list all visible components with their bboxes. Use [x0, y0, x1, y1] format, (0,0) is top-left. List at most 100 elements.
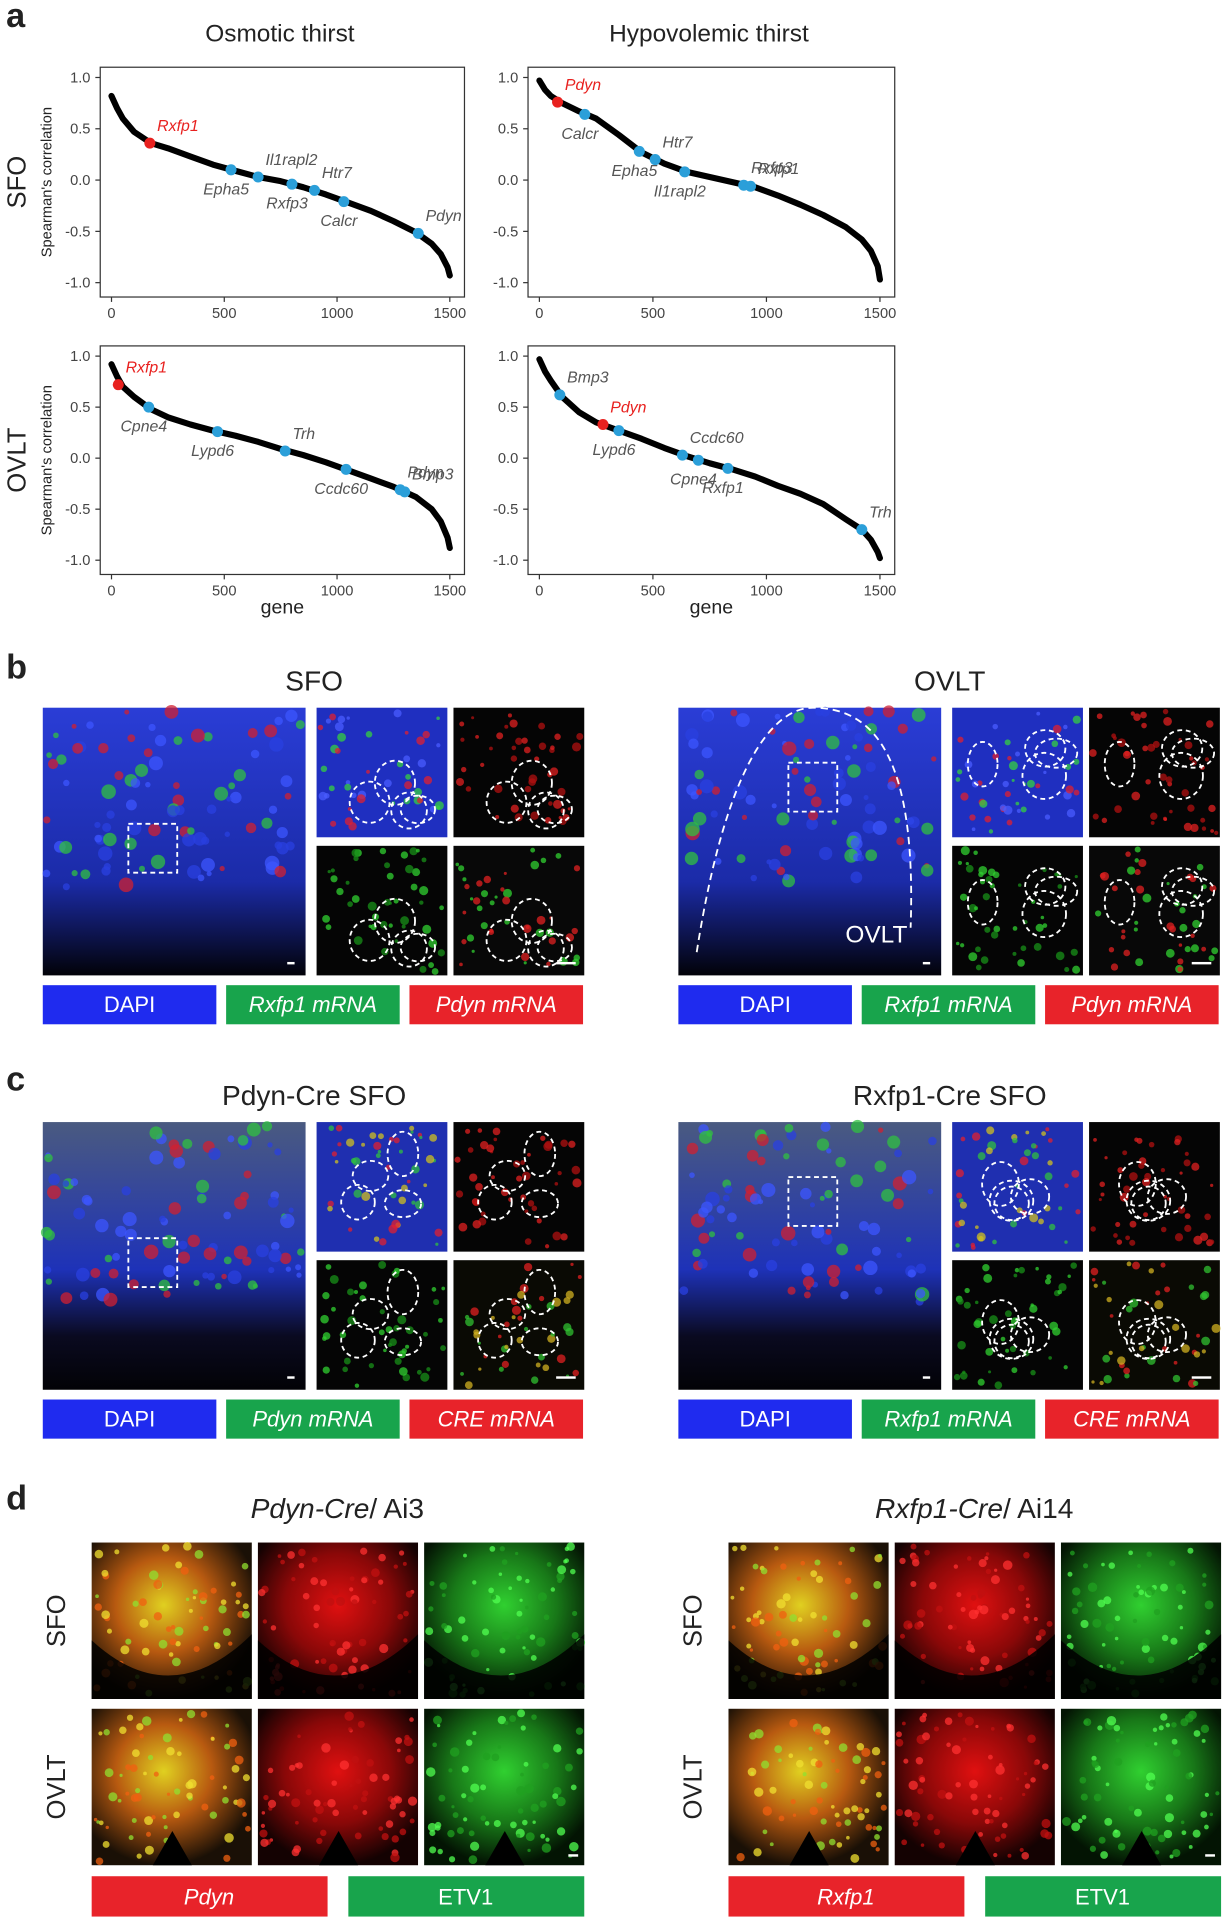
cell-signal	[414, 788, 422, 796]
cell-signal	[355, 1778, 362, 1785]
cell-signal	[222, 1796, 229, 1804]
cell-signal	[397, 1613, 404, 1620]
cell-signal	[543, 1614, 550, 1621]
cell-signal	[714, 857, 722, 865]
cell-signal	[975, 946, 981, 953]
gene-label: Calcr	[320, 213, 358, 230]
cell-signal	[1025, 1603, 1031, 1609]
y-tick-label: -0.5	[65, 502, 90, 518]
cell-signal	[901, 1839, 908, 1846]
cell-signal	[1008, 1607, 1016, 1615]
highlight-gene	[633, 145, 645, 157]
cell-signal	[295, 1264, 302, 1271]
cell-signal	[916, 1609, 926, 1618]
cell-signal	[510, 1821, 517, 1829]
cell-signal	[498, 1572, 503, 1576]
cell-signal	[447, 1829, 455, 1838]
cell-outline	[383, 1327, 423, 1357]
cell-signal	[90, 1268, 101, 1278]
cell-signal	[484, 1821, 490, 1826]
cell-signal	[1092, 1618, 1102, 1628]
cell-signal	[1155, 1290, 1161, 1296]
cell-signal	[1142, 893, 1152, 903]
cell-signal	[874, 1286, 883, 1295]
cell-signal	[957, 1712, 963, 1718]
x-tick-label: 500	[212, 583, 236, 599]
cell-signal	[196, 1179, 210, 1193]
cell-signal	[103, 1729, 110, 1736]
cell-signal	[819, 1195, 825, 1201]
cell-signal	[1169, 809, 1173, 814]
cell-signal	[863, 743, 873, 753]
cell-signal	[516, 1628, 523, 1635]
cell-signal	[504, 724, 509, 729]
cell-signal	[458, 1616, 466, 1624]
cell-signal	[796, 1759, 804, 1768]
channel-key	[409, 985, 584, 1025]
cell-signal	[969, 1779, 978, 1789]
cell-signal	[344, 1711, 354, 1721]
cell-signal	[224, 1743, 231, 1750]
cell-signal	[56, 754, 67, 765]
cell-signal	[94, 834, 103, 843]
cell-signal	[405, 1344, 410, 1349]
cell-signal	[875, 1791, 882, 1798]
title-reporter: / Ai14	[1003, 1493, 1073, 1524]
y-tick-label: 0.0	[498, 173, 518, 189]
cell-signal	[1134, 1808, 1142, 1817]
cell-outline	[1130, 1185, 1167, 1221]
channel-key	[409, 1399, 584, 1439]
cell-signal	[276, 826, 288, 839]
cell-signal	[44, 1229, 55, 1241]
cell-signal	[907, 816, 920, 829]
cell-signal	[856, 1807, 863, 1813]
channel-label: DAPI	[104, 1406, 155, 1431]
cell-signal	[173, 1811, 180, 1819]
highlight-gene	[212, 426, 224, 438]
cell-signal	[538, 742, 547, 750]
cell-signal	[1001, 1652, 1008, 1659]
cell-signal	[347, 901, 353, 907]
cell-signal	[1046, 1620, 1053, 1627]
cell-signal	[313, 1799, 321, 1807]
cell-signal	[218, 1605, 227, 1614]
cell-signal	[345, 780, 351, 785]
group-title: Rxfp1-Cre/ Ai14	[875, 1493, 1073, 1524]
cell-signal	[203, 1625, 209, 1632]
cell-signal	[183, 1542, 192, 1551]
cell-signal	[1144, 1741, 1151, 1748]
cell-signal	[850, 871, 863, 884]
cell-signal	[1146, 1551, 1152, 1558]
x-tick-label: 0	[107, 583, 115, 599]
cell-signal	[701, 747, 713, 759]
gene-label: Il1rapl2	[654, 183, 706, 200]
cell-signal	[1189, 756, 1194, 761]
cell-signal	[473, 897, 481, 905]
cell-signal	[388, 1224, 398, 1234]
cell-outline	[523, 1130, 557, 1178]
cell-signal	[1027, 1734, 1036, 1744]
cell-signal	[285, 1266, 292, 1272]
cell-signal	[230, 1581, 237, 1587]
cell-signal	[995, 1765, 1005, 1775]
cell-signal	[489, 746, 493, 751]
cell-signal	[322, 1292, 330, 1300]
cell-signal	[563, 1297, 571, 1305]
cell-signal	[525, 1832, 535, 1842]
cell-signal	[422, 730, 430, 739]
cell-signal	[882, 705, 895, 718]
cell-signal	[492, 1127, 501, 1136]
cell-signal	[200, 1711, 208, 1718]
cell-signal	[361, 1142, 366, 1147]
cell-signal	[962, 1737, 967, 1742]
cell-signal	[692, 1248, 701, 1258]
cell-signal	[81, 1194, 92, 1205]
cell-signal	[850, 1854, 860, 1863]
channel-key	[678, 1399, 852, 1439]
cell-signal	[177, 1251, 191, 1264]
cell-signal	[315, 1659, 320, 1664]
cell-signal	[536, 1218, 542, 1224]
cell-signal	[768, 858, 781, 871]
cell-signal	[1002, 1560, 1013, 1570]
x-axis-label: gene	[261, 597, 304, 619]
